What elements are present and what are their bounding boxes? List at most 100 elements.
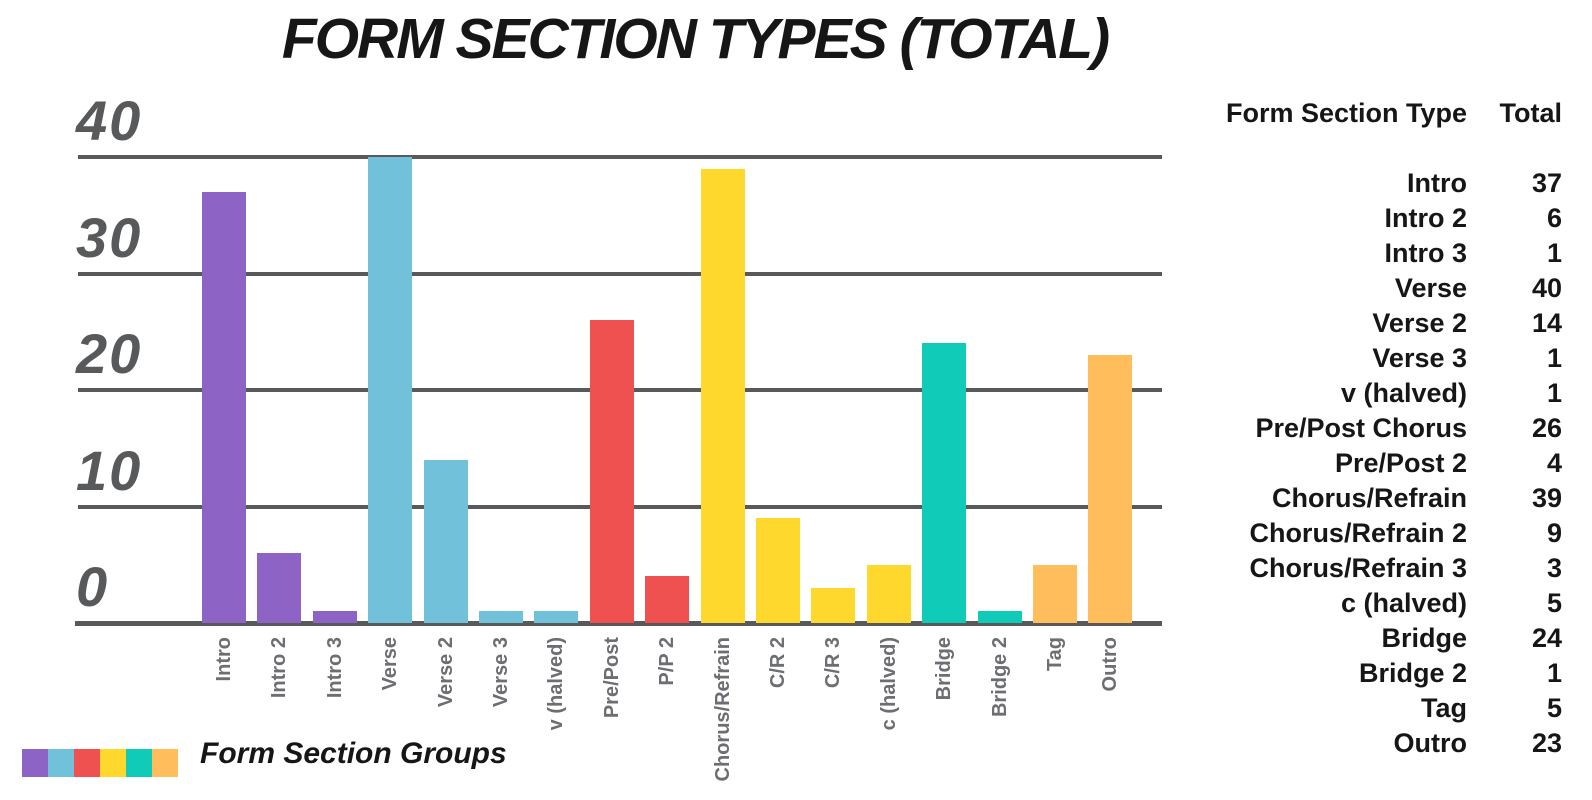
table-row: Tag 5 [1180, 691, 1562, 726]
table-row-label: Chorus/Refrain 3 [1249, 553, 1467, 583]
table-row: Pre/Post 2 4 [1180, 446, 1562, 481]
bar-bridge-2 [978, 611, 1022, 623]
bar-pre-post [590, 320, 634, 623]
bar-intro [202, 192, 246, 623]
y-tick-label-20: 20 [76, 322, 143, 385]
table-row: Bridge 24 [1180, 621, 1562, 656]
table-header-spacer [1180, 131, 1562, 166]
table-row-label: c (halved) [1340, 588, 1467, 618]
table-row-label: Chorus/Refrain 2 [1249, 518, 1467, 548]
x-label-outro: Outro [1099, 637, 1121, 692]
bar-verse-3 [479, 611, 523, 623]
bar-c-halved [867, 565, 911, 623]
x-label-intro-2: Intro 2 [268, 637, 290, 699]
legend-swatch-3 [74, 749, 100, 777]
table-row-total: 39 [1531, 483, 1562, 513]
legend-swatch-5 [126, 749, 152, 777]
table-row-total: 4 [1546, 448, 1562, 478]
table-row-total: 1 [1546, 343, 1562, 373]
table-row-total: 26 [1531, 413, 1562, 443]
x-label-c-r-2: C/R 2 [767, 637, 789, 689]
table-row-label: Outro [1393, 728, 1468, 758]
table-row: Verse 3 1 [1180, 341, 1562, 376]
table-row: Chorus/Refrain 2 9 [1180, 516, 1562, 551]
legend-label: Form Section Groups [200, 737, 507, 770]
gridline-30 [78, 272, 1162, 276]
table-row: Verse 40 [1180, 271, 1562, 306]
x-label-bridge: Bridge [933, 637, 955, 701]
table-row: Verse 2 14 [1180, 306, 1562, 341]
table-header-total: Total [1499, 98, 1563, 128]
x-label-c-halved: c (halved) [878, 637, 900, 731]
bar-verse [368, 157, 412, 623]
table-header-row: Form Section Type Total [1180, 96, 1562, 131]
legend: Form Section Groups [22, 737, 507, 777]
table-row-label: Verse 3 [1372, 343, 1467, 373]
table-row-total: 37 [1531, 168, 1562, 198]
table-row-label: Intro 3 [1384, 238, 1467, 268]
x-label-verse-2: Verse 2 [435, 637, 457, 708]
bar-v-halved [534, 611, 578, 623]
legend-swatch-4 [100, 749, 126, 777]
chart-title: FORM SECTION TYPES (TOTAL) [281, 7, 1110, 71]
legend-swatch-1 [22, 749, 48, 777]
gridline-40 [78, 155, 1162, 159]
legend-swatch-2 [48, 749, 74, 777]
table-rows: Intro 37 Intro 2 6 Intro 3 1 Verse 40 Verse 2 14 V… [1180, 166, 1562, 761]
bar-intro-2 [257, 553, 301, 623]
table-row: Intro 37 [1180, 166, 1562, 201]
table-row: Intro 2 6 [1180, 201, 1562, 236]
table-row-total: 14 [1531, 308, 1562, 338]
table-row-total: 1 [1546, 658, 1562, 688]
table-row-total: 3 [1546, 553, 1562, 583]
table-row-total: 1 [1546, 378, 1562, 408]
table-row-label: Bridge 2 [1358, 658, 1467, 688]
bar-c-r-3 [811, 588, 855, 623]
legend-swatch-6 [152, 749, 178, 777]
table-header-type: Form Section Type [1225, 98, 1467, 128]
table-row-label: Bridge [1381, 623, 1467, 653]
bar-outro [1088, 355, 1132, 623]
x-label-verse-3: Verse 3 [490, 637, 512, 708]
x-label-intro-3: Intro 3 [324, 637, 346, 699]
table-row: c (halved) 5 [1180, 586, 1562, 621]
x-label-tag: Tag [1044, 637, 1066, 672]
table-row: v (halved) 1 [1180, 376, 1562, 411]
x-label-intro: Intro [213, 637, 235, 682]
table-row-total: 6 [1546, 203, 1562, 233]
table-row-label: Tag [1421, 693, 1467, 723]
table-row-label: v (halved) [1340, 378, 1467, 408]
table-row-total: 23 [1531, 728, 1562, 758]
x-label-pre-post: Pre/Post [601, 637, 623, 719]
table-row-total: 24 [1531, 623, 1562, 653]
bar-p-p-2 [645, 576, 689, 623]
x-label-p-p-2: P/P 2 [656, 637, 678, 686]
table-row-label: Pre/Post Chorus [1255, 413, 1467, 443]
table-row: Intro 3 1 [1180, 236, 1562, 271]
bar-chorus-refrain [701, 169, 745, 623]
table-row: Outro 23 [1180, 726, 1563, 761]
y-tick-label-40: 40 [76, 89, 143, 152]
bar-c-r-2 [756, 518, 800, 623]
table-row: Bridge 2 1 [1180, 656, 1562, 691]
table-row-total: 1 [1546, 238, 1562, 268]
x-label-verse: Verse [379, 637, 401, 691]
table-row: Chorus/Refrain 3 3 [1180, 551, 1562, 586]
table-row-label: Pre/Post 2 [1334, 448, 1467, 478]
table-row-label: Verse 2 [1372, 308, 1467, 338]
table-row-total: 5 [1546, 588, 1562, 618]
x-label-v-halved: v (halved) [545, 637, 567, 731]
bar-verse-2 [424, 460, 468, 623]
y-tick-label-30: 30 [76, 206, 143, 269]
table-row-total: 5 [1546, 693, 1562, 723]
table-row: Chorus/Refrain 39 [1180, 481, 1562, 516]
bar-intro-3 [313, 611, 357, 623]
x-axis-line [75, 621, 1162, 626]
table-row: Pre/Post Chorus 26 [1180, 411, 1562, 446]
table-row-label: Verse [1394, 273, 1467, 303]
legend-swatches [22, 749, 178, 777]
table-row-label: Intro [1407, 168, 1467, 198]
x-label-bridge-2: Bridge 2 [989, 637, 1011, 718]
